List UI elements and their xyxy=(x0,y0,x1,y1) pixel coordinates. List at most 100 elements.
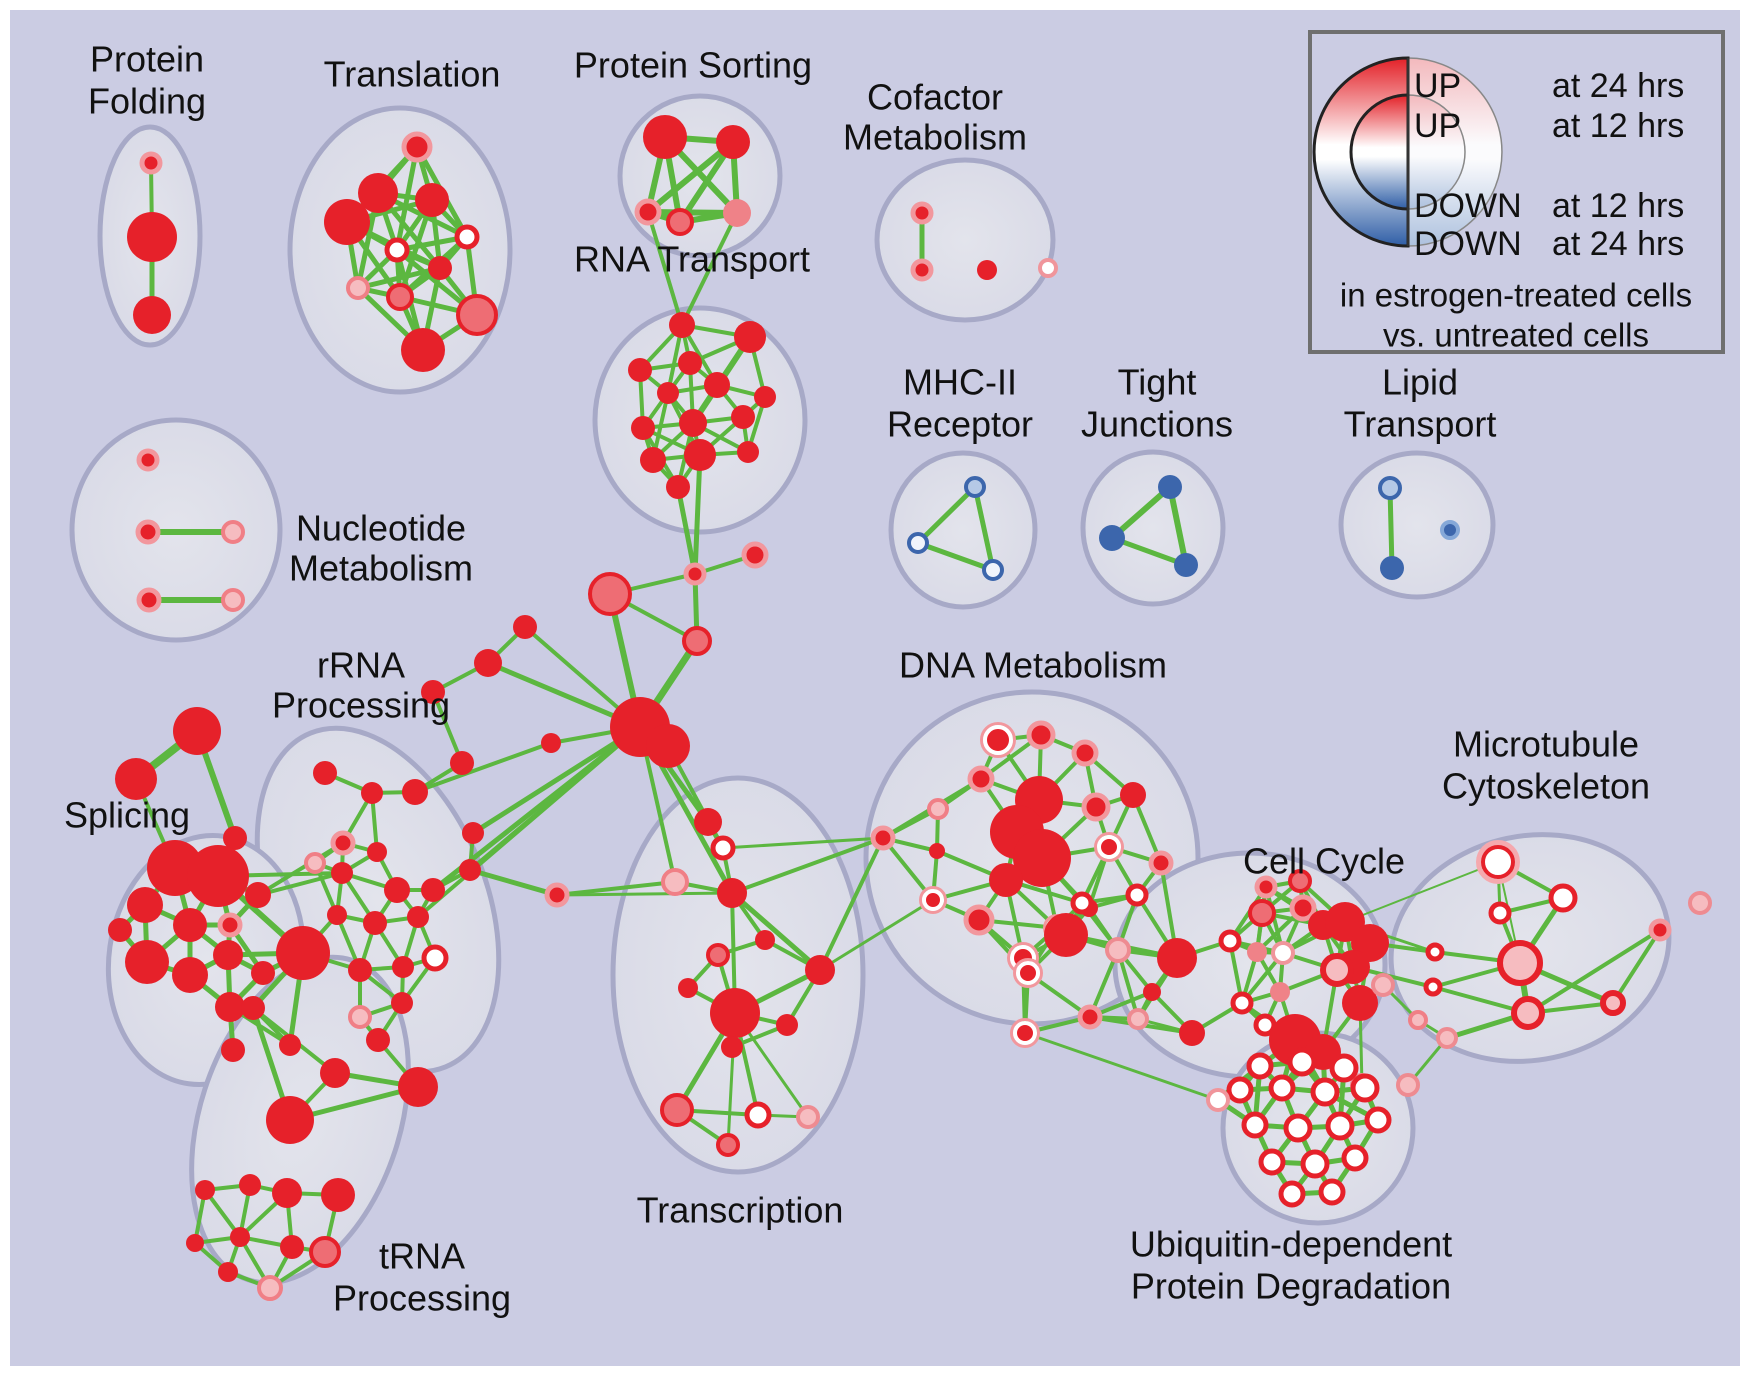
node-d30 xyxy=(1013,1021,1037,1045)
node-m5 xyxy=(1497,940,1543,986)
node-nm4 xyxy=(136,587,162,613)
node-tr9 xyxy=(230,1227,250,1247)
label-rrna-processing: rRNA Processing xyxy=(272,645,450,726)
node-u10 xyxy=(1325,1111,1355,1141)
node-rr23 xyxy=(279,1034,301,1056)
edge xyxy=(256,871,344,897)
node-tr3 xyxy=(320,1058,350,1088)
node-d1 xyxy=(983,725,1013,755)
node-rr11 xyxy=(384,877,410,903)
label-translation: Translation xyxy=(324,54,501,95)
edge xyxy=(1167,484,1189,568)
node-tr2 xyxy=(266,1096,314,1144)
node-rr15 xyxy=(327,905,347,925)
node-cf4 xyxy=(1038,258,1058,278)
legend-box xyxy=(1308,30,1725,354)
node-m7 xyxy=(1408,1010,1428,1030)
node-rr9 xyxy=(304,852,326,874)
node-nb xyxy=(474,649,502,677)
node-q13 xyxy=(1342,985,1378,1021)
node-rr24 xyxy=(398,1067,438,1107)
node-s9 xyxy=(245,882,271,908)
node-u7 xyxy=(1350,1073,1380,1103)
node-d11 xyxy=(1120,782,1146,808)
node-s12 xyxy=(251,961,275,985)
node-d15 xyxy=(922,889,944,911)
node-tr6 xyxy=(195,1180,215,1200)
node-r14 xyxy=(666,475,690,499)
edge xyxy=(915,484,978,546)
node-rr6 xyxy=(331,862,353,884)
node-tr4 xyxy=(272,1178,302,1208)
node-m11 xyxy=(1648,918,1672,942)
node-u13 xyxy=(1300,1149,1330,1179)
node-tr11 xyxy=(218,1262,238,1282)
node-q2 xyxy=(1289,894,1317,922)
node-pu1 xyxy=(1206,1088,1230,1112)
node-r6 xyxy=(704,372,730,398)
legend-direction-label: DOWN xyxy=(1414,187,1522,225)
edge xyxy=(467,867,560,898)
node-u12 xyxy=(1258,1148,1286,1176)
node-d17 xyxy=(1148,850,1174,876)
label-nucleotide-metabolism: Nucleotide Metabolism xyxy=(289,508,473,589)
node-t_4 xyxy=(324,199,370,245)
node-outer-ring xyxy=(1094,832,1124,862)
node-lp2 xyxy=(1380,556,1404,580)
edge xyxy=(256,841,345,897)
edge xyxy=(675,484,698,577)
legend-time-label: at 12 hrs xyxy=(1552,107,1684,145)
node-r3 xyxy=(628,358,652,382)
node-d14 xyxy=(989,863,1023,897)
node-t_11 xyxy=(401,328,445,372)
node-pu3 xyxy=(1396,1073,1420,1097)
node-m6 xyxy=(1423,977,1443,997)
label-mhc-ii-receptor: MHC-II Receptor xyxy=(887,362,1033,445)
node-m2 xyxy=(1548,883,1578,913)
node-c2 xyxy=(741,541,769,569)
label-lipid-transport: Lipid Transport xyxy=(1344,362,1497,445)
node-u3 xyxy=(1329,1053,1359,1083)
node-d29 xyxy=(1016,961,1040,985)
label-rna-transport: RNA Transport xyxy=(574,239,810,280)
node-cf1 xyxy=(910,201,934,225)
node-d13 xyxy=(929,843,945,859)
node-s13 xyxy=(108,918,132,942)
nodes xyxy=(108,115,1712,1301)
node-t_10 xyxy=(456,294,498,336)
node-t_9 xyxy=(386,283,414,311)
legend-time-label: at 12 hrs xyxy=(1552,187,1684,225)
edge xyxy=(1023,1031,1220,1102)
node-s11 xyxy=(221,1038,245,1062)
node-outer-ring xyxy=(1013,958,1043,988)
node-c3 xyxy=(682,626,712,656)
cluster-cofactor-metabolism xyxy=(874,157,1056,323)
node-r13 xyxy=(737,441,759,463)
node-nc xyxy=(541,733,561,753)
node-t_5 xyxy=(454,224,480,250)
edge xyxy=(645,139,736,215)
node-tj3 xyxy=(1174,553,1198,577)
edge xyxy=(818,836,885,972)
node-q15 xyxy=(1254,875,1278,899)
node-r4 xyxy=(678,351,702,375)
node-d4 xyxy=(967,765,995,793)
label-splicing: Splicing xyxy=(64,795,190,836)
node-d31 xyxy=(1143,983,1161,1001)
node-mh3 xyxy=(982,559,1004,581)
node-tx7 xyxy=(678,978,698,998)
node-pf2 xyxy=(127,212,177,262)
node-tx8 xyxy=(805,955,835,985)
edge xyxy=(818,898,935,972)
node-s5 xyxy=(217,912,243,938)
edge xyxy=(555,891,734,897)
node-rr2 xyxy=(361,782,383,804)
node-nm1 xyxy=(136,448,160,472)
node-q9 xyxy=(1270,982,1290,1002)
edge xyxy=(555,880,677,897)
node-mh2 xyxy=(907,532,929,554)
edge xyxy=(721,836,885,850)
label-protein-folding: Protein Folding xyxy=(88,39,206,122)
node-outer-ring xyxy=(980,722,1016,758)
